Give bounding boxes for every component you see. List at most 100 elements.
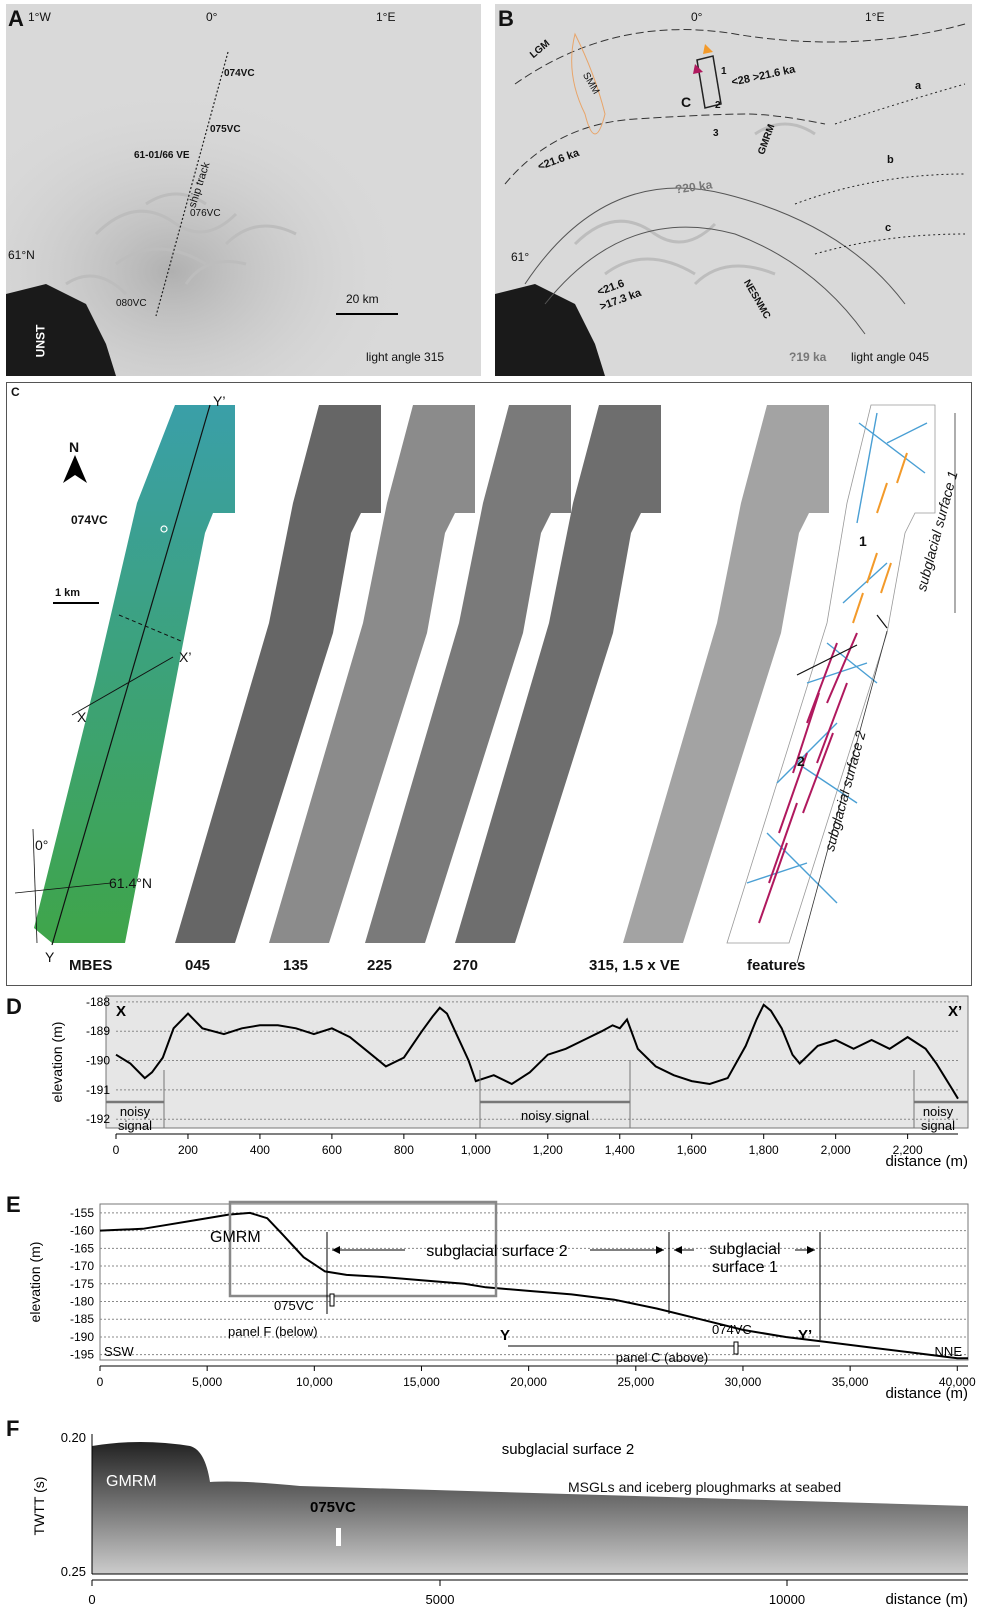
line-a: a xyxy=(915,80,922,92)
y-tick-label: -155 xyxy=(70,1206,94,1220)
y-tick-label: -192 xyxy=(86,1112,110,1126)
y-tick-label: -189 xyxy=(86,1024,110,1038)
label-x: X xyxy=(77,709,87,725)
x-tick-label: 2,000 xyxy=(821,1143,851,1157)
panel-a-relief xyxy=(6,4,481,376)
panel-a-letter: A xyxy=(8,6,24,31)
e-surface-2: subglacial surface 2 xyxy=(426,1243,568,1260)
x-tick-label: 35,000 xyxy=(832,1375,869,1389)
core-076vc: 076VC xyxy=(190,208,221,219)
x-tick-label: 10,000 xyxy=(296,1375,333,1389)
scale-label: 20 km xyxy=(346,292,379,306)
age-19: ?19 ka xyxy=(789,350,827,364)
f-xlabel: distance (m) xyxy=(885,1591,968,1608)
f-ytick-020: 0.20 xyxy=(61,1430,86,1445)
lon-label-1e: 1°E xyxy=(865,10,885,24)
strip-label-135: 135 xyxy=(283,957,309,974)
x-tick-label: 0 xyxy=(97,1375,104,1389)
features-num-1: 1 xyxy=(859,533,867,549)
panel-a-map: 1°W 0° 1°E 61°N 074VC 075VC 61-01/66 VE … xyxy=(6,4,481,376)
x-tick-label: 25,000 xyxy=(617,1375,654,1389)
lon-label-0: 0° xyxy=(691,10,703,24)
e-panel-f-note: panel F (below) xyxy=(228,1324,318,1339)
panel-c-strips xyxy=(14,404,956,964)
x-tick-label: 600 xyxy=(322,1143,342,1157)
d-ylabel: elevation (m) xyxy=(49,1022,65,1103)
e-xlabel: distance (m) xyxy=(885,1385,968,1402)
y-tick-label: -170 xyxy=(70,1259,94,1273)
box-num-1: 1 xyxy=(721,66,727,77)
d-noisy-3b: signal xyxy=(921,1118,955,1133)
x-tick-label: 20,000 xyxy=(510,1375,547,1389)
label-xp: X’ xyxy=(179,649,192,665)
lat-61-4: 61.4°N xyxy=(109,875,152,891)
x-tick-label: 1,400 xyxy=(605,1143,635,1157)
f-ylabel: TWTT (s) xyxy=(31,1477,47,1536)
f-title: subglacial surface 2 xyxy=(502,1441,635,1458)
x-tick-label: 1,200 xyxy=(533,1143,563,1157)
lon-label-1w: 1°W xyxy=(28,10,51,24)
box-num-3: 3 xyxy=(713,128,719,139)
panel-c-box-label: C xyxy=(681,94,692,110)
light-angle-label: light angle 045 xyxy=(851,350,930,364)
y-tick-label: -190 xyxy=(70,1330,94,1344)
core-074vc: 074VC xyxy=(224,68,255,79)
x-tick-label: 15,000 xyxy=(403,1375,440,1389)
y-tick-label: -195 xyxy=(70,1348,94,1362)
e-nne: NNE xyxy=(935,1344,963,1359)
label-y: Y xyxy=(45,949,55,965)
x-tick-label: 200 xyxy=(178,1143,198,1157)
e-ssw: SSW xyxy=(104,1344,134,1359)
panel-c-frame: C N 074VC 1 km Y’ X’ X Y 0° 61.4°N MBES … xyxy=(6,382,972,986)
y-tick-label: -191 xyxy=(86,1083,110,1097)
panel-b-relief xyxy=(495,4,972,376)
lat-label: 61°N xyxy=(8,248,35,262)
strip-label-045: 045 xyxy=(185,957,211,974)
x-tick-label: 40,000 xyxy=(939,1375,976,1389)
x-tick-label: 400 xyxy=(250,1143,270,1157)
panel-f-letter: F xyxy=(6,1416,20,1441)
x-tick-label: 1,600 xyxy=(677,1143,707,1157)
d-label-xp: X’ xyxy=(948,1003,962,1020)
lon-0: 0° xyxy=(35,837,49,853)
core-6101: 61-01/66 VE xyxy=(134,150,190,161)
e-panel-c-note: panel C (above) xyxy=(616,1350,709,1365)
strip-label-features: features xyxy=(747,957,806,974)
lon-label-1e: 1°E xyxy=(376,10,396,24)
label-yp: Y’ xyxy=(213,393,226,409)
panel-c-letter: C xyxy=(11,385,20,399)
e-core-074: 074VC xyxy=(712,1322,752,1337)
panel-b-letter: B xyxy=(498,6,514,31)
f-core: 075VC xyxy=(310,1499,356,1516)
y-tick-label: -160 xyxy=(70,1224,94,1238)
strip-label-315: 315, 1.5 x VE xyxy=(589,957,680,974)
e-surface-1a: subglacial xyxy=(709,1241,780,1258)
d-noisy-1a: noisy xyxy=(120,1104,151,1119)
north-label: N xyxy=(69,439,80,455)
x-tick-label: 30,000 xyxy=(725,1375,762,1389)
y-tick-label: -185 xyxy=(70,1312,94,1326)
core-074vc: 074VC xyxy=(71,513,108,527)
panel-f-chart: 0.20 0.25 TWTT (s) 0 5000 10000 distance… xyxy=(31,1430,968,1608)
strip-label-270: 270 xyxy=(453,957,479,974)
d-noisy-2: noisy signal xyxy=(521,1108,589,1123)
line-c: c xyxy=(885,222,892,234)
d-noisy-3a: noisy xyxy=(923,1104,954,1119)
line-b: b xyxy=(887,154,894,166)
e-core-075: 075VC xyxy=(274,1298,314,1313)
strip-label-mbes: MBES xyxy=(69,957,113,974)
y-tick-label: -180 xyxy=(70,1295,94,1309)
e-surface-1b: surface 1 xyxy=(712,1259,778,1276)
f-ytick-025: 0.25 xyxy=(61,1564,86,1579)
x-tick-label: 2,200 xyxy=(893,1143,923,1157)
strip-label-225: 225 xyxy=(367,957,393,974)
x-tick-label: 800 xyxy=(394,1143,414,1157)
e-label-y: Y xyxy=(500,1327,510,1344)
panel-e-letter: E xyxy=(6,1192,21,1217)
x-tick-label: 0 xyxy=(113,1143,120,1157)
x-tick-label: 1,000 xyxy=(461,1143,491,1157)
core-080vc: 080VC xyxy=(116,298,147,309)
y-tick-label: -188 xyxy=(86,995,110,1009)
f-xtick-10000: 10000 xyxy=(769,1592,805,1607)
